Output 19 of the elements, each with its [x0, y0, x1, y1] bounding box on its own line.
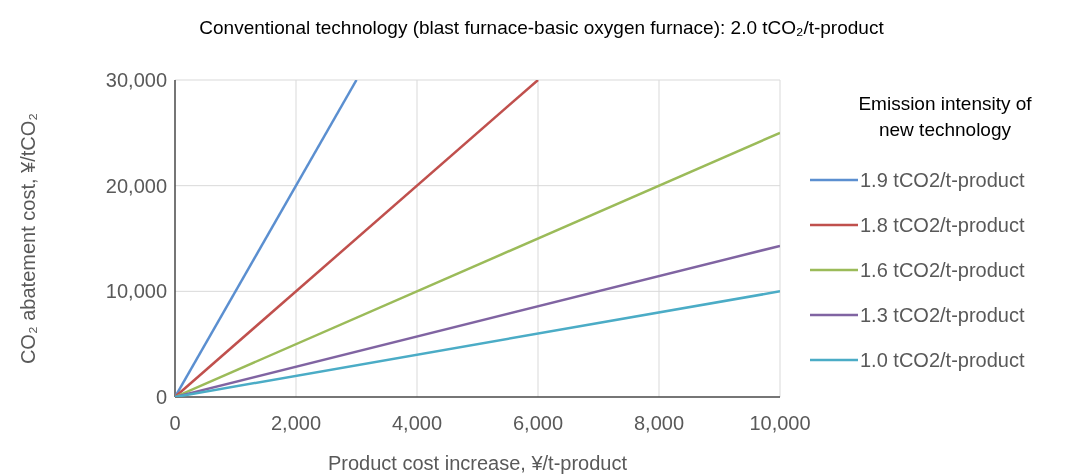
- chart-title: Conventional technology (blast furnace-basic oxygen furnace): 2.0 tCO₂/t-product: [199, 17, 885, 38]
- legend-label: 1.9 tCO2/t-product: [860, 169, 1025, 191]
- x-tick-label: 4,000: [391, 412, 443, 434]
- x-tick-label: 8,000: [633, 412, 685, 434]
- legend-label: 1.0 tCO2/t-product: [860, 349, 1025, 371]
- x-tick-label: 0: [169, 412, 181, 434]
- x-tick-label: 10,000: [749, 412, 811, 434]
- y-axis-title: CO₂ abatement cost, ¥/tCO₂: [17, 112, 39, 365]
- y-tick-label: 10,000: [105, 280, 167, 303]
- legend-label: 1.8 tCO2/t-product: [860, 214, 1025, 236]
- y-tick-label: 0: [155, 386, 167, 408]
- x-tick-label: 6,000: [512, 412, 564, 434]
- legend-title: Emission intensity of new technology: [858, 93, 1033, 140]
- legend-label: 1.6 tCO2/t-product: [860, 259, 1025, 281]
- x-axis-title: Product cost increase, ¥/t-product: [327, 452, 628, 474]
- y-tick-label: 20,000: [105, 174, 167, 197]
- legend-label: 1.3 tCO2/t-product: [860, 304, 1025, 326]
- x-tick-label: 2,000: [270, 412, 322, 434]
- y-tick-label: 30,000: [105, 69, 167, 91]
